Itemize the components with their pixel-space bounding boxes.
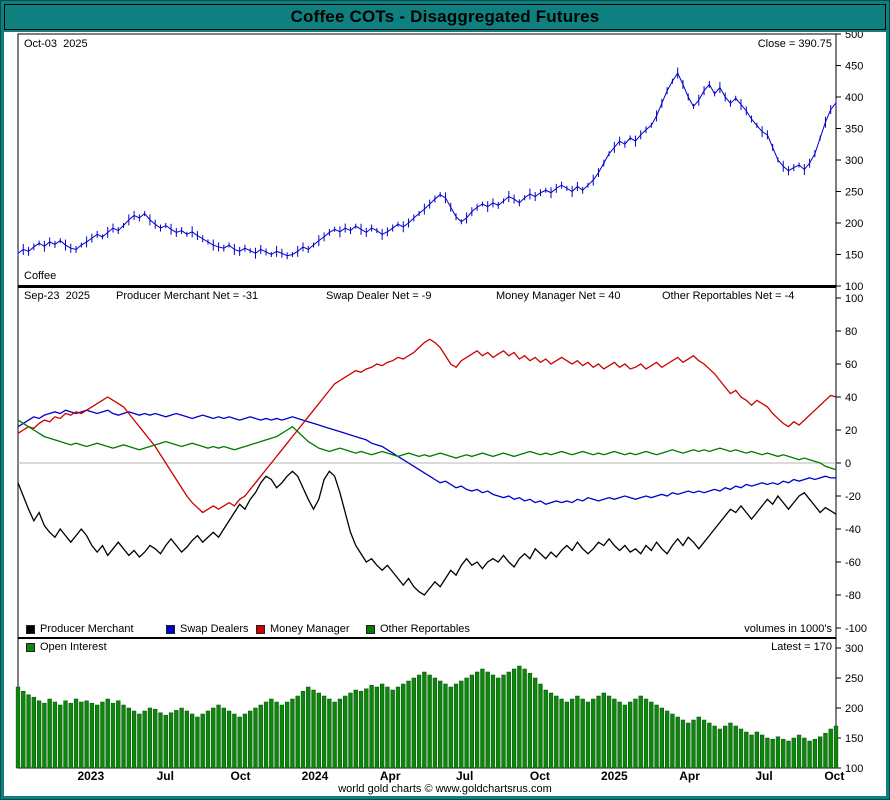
svg-text:500: 500: [845, 32, 863, 41]
producer-merchant-legend-label: Producer Merchant: [40, 623, 134, 635]
open-interest-latest-label: Latest = 170: [771, 641, 832, 653]
svg-text:Oct: Oct: [824, 769, 844, 783]
producer-merchant-net-label: Producer Merchant Net = -31: [116, 290, 259, 302]
svg-text:Jul: Jul: [157, 769, 174, 783]
svg-text:Apr: Apr: [679, 769, 700, 783]
svg-text:-100: -100: [845, 623, 867, 635]
svg-text:40: 40: [845, 392, 857, 404]
price-date-label: Oct-03 2025: [24, 38, 88, 50]
svg-text:300: 300: [845, 155, 863, 167]
svg-text:-40: -40: [845, 524, 861, 536]
svg-text:250: 250: [845, 673, 863, 685]
svg-text:Oct: Oct: [230, 769, 250, 783]
open-interest-swatch: [26, 643, 35, 652]
cot-date-label: Sep-23 2025: [24, 290, 91, 302]
svg-text:150: 150: [845, 250, 863, 262]
svg-text:20: 20: [845, 425, 857, 437]
footer-credit: world gold charts © www.goldchartsrus.co…: [338, 783, 552, 795]
title-bar: Coffee COTs - Disaggregated Futures: [4, 4, 886, 30]
svg-text:Jul: Jul: [755, 769, 772, 783]
svg-text:450: 450: [845, 61, 863, 73]
svg-text:0: 0: [845, 458, 851, 470]
chart-canvas: 500450400350300250200150100100806040200-…: [15, 32, 867, 783]
svg-text:-20: -20: [845, 491, 861, 503]
svg-text:-60: -60: [845, 557, 861, 569]
svg-text:400: 400: [845, 92, 863, 104]
svg-text:Oct: Oct: [530, 769, 550, 783]
svg-text:250: 250: [845, 187, 863, 199]
svg-text:80: 80: [845, 326, 857, 338]
svg-text:100: 100: [845, 293, 863, 305]
svg-text:200: 200: [845, 218, 863, 230]
swap-dealers-legend-label: Swap Dealers: [180, 623, 249, 635]
svg-text:-80: -80: [845, 590, 861, 602]
svg-text:2024: 2024: [302, 769, 329, 783]
svg-text:2023: 2023: [77, 769, 104, 783]
price-close-label: Close = 390.75: [757, 38, 832, 50]
volumes-note: volumes in 1000's: [744, 623, 832, 635]
open-interest-label: Open Interest: [40, 641, 107, 653]
svg-text:150: 150: [845, 733, 863, 745]
svg-text:Jul: Jul: [456, 769, 473, 783]
svg-text:300: 300: [845, 643, 863, 655]
instrument-label: Coffee: [24, 270, 57, 282]
other-reportables-net-label: Other Reportables Net = -4: [662, 290, 795, 302]
svg-text:100: 100: [845, 281, 863, 293]
svg-text:60: 60: [845, 359, 857, 371]
producer-merchant-swatch: [26, 625, 35, 634]
svg-text:100: 100: [845, 763, 863, 775]
svg-text:2025: 2025: [601, 769, 628, 783]
svg-text:200: 200: [845, 703, 863, 715]
chart-area: 500 450 400 350 300 250 200 150 100 100 80 60 40 20 0-…: [4, 32, 886, 796]
chart-title: Coffee COTs - Disaggregated Futures: [290, 7, 600, 26]
other-reportables-swatch: [366, 625, 375, 634]
svg-text:350: 350: [845, 124, 863, 136]
money-manager-legend-label: Money Manager: [270, 623, 350, 635]
other-reportables-legend-label: Other Reportables: [380, 623, 470, 635]
svg-text:Apr: Apr: [380, 769, 401, 783]
swap-dealers-swatch: [166, 625, 175, 634]
money-manager-net-label: Money Manager Net = 40: [496, 290, 621, 302]
money-manager-swatch: [256, 625, 265, 634]
swap-dealer-net-label: Swap Dealer Net = -9: [326, 290, 432, 302]
